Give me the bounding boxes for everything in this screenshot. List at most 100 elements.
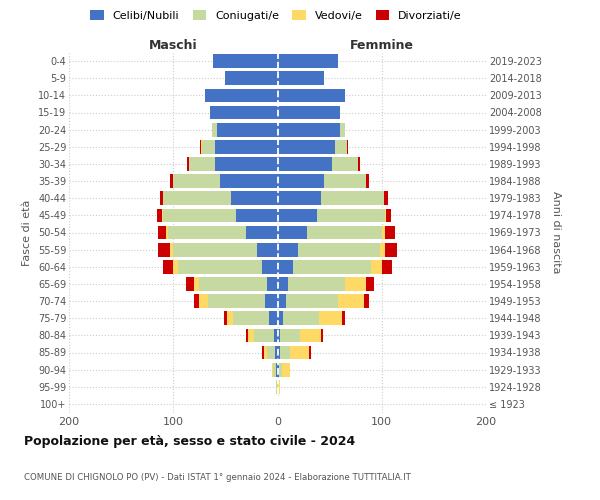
Bar xyxy=(277,260,293,274)
Bar xyxy=(384,192,388,205)
Bar xyxy=(160,192,163,205)
Bar xyxy=(380,243,385,256)
Bar xyxy=(269,312,277,325)
Bar xyxy=(267,346,275,360)
Bar xyxy=(293,260,371,274)
Bar xyxy=(187,157,189,171)
Bar xyxy=(194,277,199,291)
Bar xyxy=(189,157,215,171)
Bar xyxy=(264,346,267,360)
Bar xyxy=(280,346,290,360)
Bar xyxy=(257,243,277,256)
Bar xyxy=(338,294,364,308)
Bar xyxy=(277,54,338,68)
Bar xyxy=(199,277,267,291)
Bar xyxy=(277,380,280,394)
Bar xyxy=(347,140,349,153)
Bar xyxy=(342,312,345,325)
Bar xyxy=(277,123,340,136)
Bar xyxy=(236,208,277,222)
Bar xyxy=(166,226,168,239)
Bar xyxy=(220,174,277,188)
Bar xyxy=(371,260,382,274)
Bar xyxy=(385,208,386,222)
Bar xyxy=(277,363,278,376)
Bar xyxy=(170,243,173,256)
Bar xyxy=(170,174,173,188)
Bar xyxy=(272,363,274,376)
Bar xyxy=(226,72,277,85)
Bar xyxy=(281,363,290,376)
Text: Popolazione per età, sesso e stato civile - 2024: Popolazione per età, sesso e stato civil… xyxy=(24,435,355,448)
Bar xyxy=(173,260,178,274)
Bar xyxy=(290,346,309,360)
Bar xyxy=(215,140,277,153)
Bar xyxy=(224,312,227,325)
Bar xyxy=(202,140,215,153)
Bar xyxy=(286,294,338,308)
Bar xyxy=(178,260,262,274)
Bar xyxy=(186,277,194,291)
Bar xyxy=(246,328,248,342)
Bar xyxy=(212,123,217,136)
Bar xyxy=(335,140,347,153)
Bar xyxy=(307,226,382,239)
Bar xyxy=(230,192,277,205)
Bar xyxy=(366,277,374,291)
Bar xyxy=(280,328,301,342)
Bar xyxy=(208,294,265,308)
Bar xyxy=(163,208,236,222)
Bar xyxy=(382,260,392,274)
Bar xyxy=(345,277,366,291)
Bar xyxy=(265,294,277,308)
Bar xyxy=(277,277,288,291)
Bar xyxy=(277,328,280,342)
Bar xyxy=(262,260,277,274)
Bar xyxy=(277,72,325,85)
Text: COMUNE DI CHIGNOLO PO (PV) - Dati ISTAT 1° gennaio 2024 - Elaborazione TUTTITALI: COMUNE DI CHIGNOLO PO (PV) - Dati ISTAT … xyxy=(24,473,411,482)
Bar xyxy=(366,174,369,188)
Bar xyxy=(194,294,199,308)
Bar xyxy=(385,243,397,256)
Y-axis label: Fasce di età: Fasce di età xyxy=(22,200,32,266)
Y-axis label: Anni di nascita: Anni di nascita xyxy=(551,191,561,274)
Bar xyxy=(277,312,283,325)
Bar xyxy=(254,328,274,342)
Bar xyxy=(277,192,321,205)
Bar xyxy=(163,192,230,205)
Bar xyxy=(213,54,277,68)
Bar xyxy=(277,226,307,239)
Bar xyxy=(163,260,173,274)
Bar xyxy=(217,123,277,136)
Bar xyxy=(277,106,340,120)
Bar xyxy=(233,312,269,325)
Bar xyxy=(325,174,366,188)
Bar xyxy=(386,208,391,222)
Bar xyxy=(173,174,220,188)
Bar xyxy=(246,226,277,239)
Bar xyxy=(248,328,254,342)
Bar xyxy=(277,208,317,222)
Bar xyxy=(332,157,358,171)
Bar xyxy=(382,226,385,239)
Bar xyxy=(277,243,298,256)
Bar xyxy=(162,208,163,222)
Bar xyxy=(157,208,162,222)
Bar xyxy=(267,277,277,291)
Bar xyxy=(385,226,395,239)
Text: Maschi: Maschi xyxy=(149,38,197,52)
Bar xyxy=(168,226,246,239)
Bar xyxy=(288,277,345,291)
Bar xyxy=(200,140,202,153)
Bar xyxy=(274,363,277,376)
Bar xyxy=(277,346,280,360)
Bar xyxy=(321,192,384,205)
Bar xyxy=(301,328,321,342)
Bar xyxy=(309,346,311,360)
Bar xyxy=(173,243,257,256)
Bar xyxy=(364,294,369,308)
Bar xyxy=(262,346,264,360)
Bar xyxy=(277,140,335,153)
Bar xyxy=(317,208,385,222)
Bar xyxy=(277,88,345,102)
